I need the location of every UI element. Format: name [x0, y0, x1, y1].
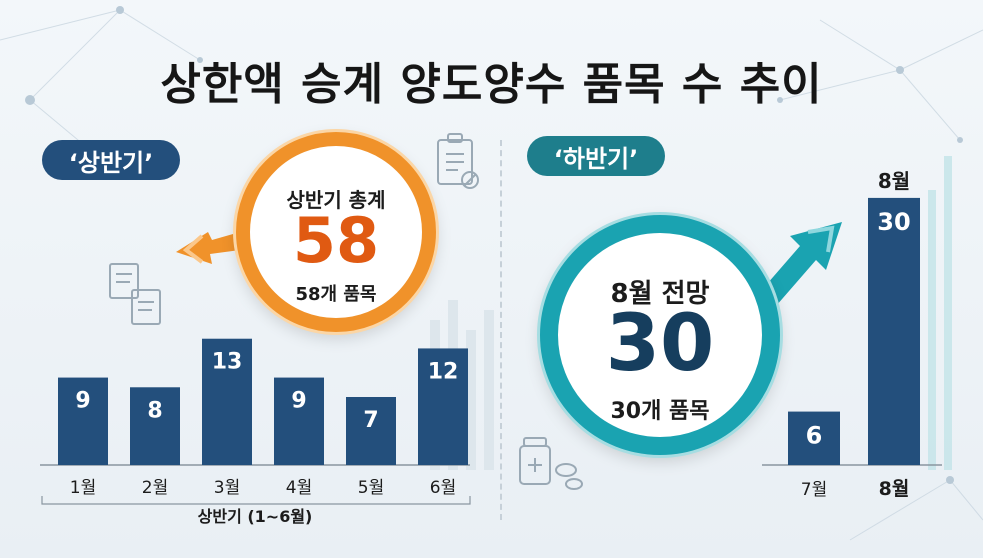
august-forecast-label: 8월 전망: [610, 279, 710, 309]
first-half-tag: ‘상반기’: [42, 140, 180, 180]
bar-value-label: 13: [212, 350, 243, 375]
august-forecast-callout: 8월 전망 30 30개 품목: [540, 215, 780, 455]
clipboard-icon: [437, 133, 479, 189]
page-title: 상한액 승계 양도양수 품목 수 추이: [160, 59, 823, 110]
x-tick-label: 1월: [70, 478, 96, 498]
document-transfer-icon: [109, 263, 161, 325]
bar-top-label: 8월: [878, 169, 910, 193]
first-half-axis-caption: 상반기 (1~6월): [198, 507, 313, 526]
bar-8월: [868, 197, 920, 465]
x-tick-label: 4월: [286, 478, 312, 498]
medicine-bottle-icon: [519, 437, 583, 490]
orange-arrow-icon: [176, 232, 240, 264]
bar-3월: [202, 338, 252, 465]
bar-value-label: 8: [147, 398, 162, 423]
x-tick-label: 5월: [358, 478, 384, 498]
x-tick-label: 2월: [142, 478, 168, 498]
x-tick-label: 6월: [430, 478, 456, 498]
bar-value-label: 9: [291, 389, 306, 414]
first-half-total-sub: 58개 품목: [295, 284, 377, 305]
teal-arrow-icon: [760, 222, 842, 306]
first-half-total-label: 상반기 총계: [286, 188, 386, 212]
second-half-chart: 6 7월 30 8월 8월: [762, 169, 942, 500]
bar-5월: [346, 397, 396, 465]
axis-bracket: [41, 496, 471, 505]
bar-value-label: 30: [877, 208, 910, 236]
x-tick-label: 3월: [214, 478, 240, 498]
x-tick-label: 7월: [801, 480, 827, 500]
bar-value-label: 7: [363, 408, 378, 433]
first-half-total-callout: 상반기 총계 58 58개 품목: [236, 132, 436, 332]
second-half-tag: ‘하반기’: [527, 136, 665, 176]
bar-1월: [58, 377, 108, 465]
bar-value-label: 12: [428, 359, 459, 384]
x-tick-label: 8월: [879, 478, 910, 500]
bar-value-label: 6: [806, 422, 823, 450]
bar-4월: [274, 377, 324, 465]
bar-value-label: 9: [75, 389, 90, 414]
section-divider: [500, 140, 502, 520]
bar-6월: [418, 348, 468, 465]
august-forecast-value: 30: [605, 299, 715, 389]
first-half-total-value: 58: [292, 204, 380, 277]
bar-7월: [788, 411, 840, 465]
first-half-chart: 9 1월 8 2월 13 3월 9 4월 7 5월 12 6월: [40, 338, 471, 505]
august-forecast-sub: 30개 품목: [610, 399, 710, 424]
bar-2월: [130, 387, 180, 465]
